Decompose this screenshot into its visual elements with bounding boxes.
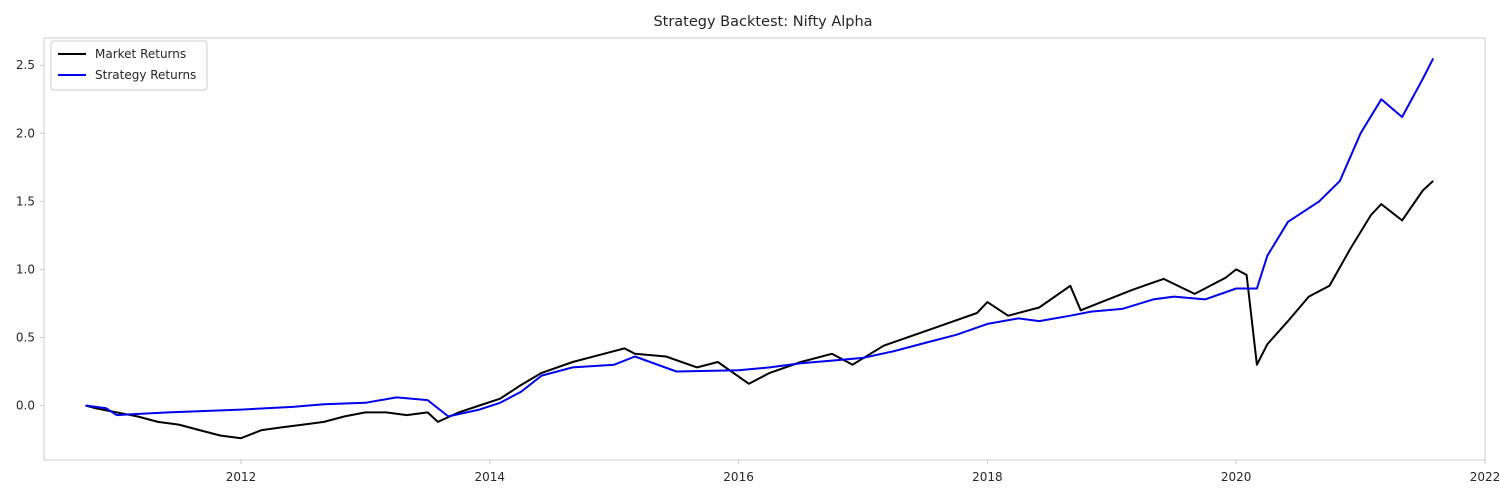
y-tick-label: 1.5 [16, 194, 35, 208]
x-tick-label: 2022 [1470, 470, 1500, 484]
x-tick-label: 2014 [475, 470, 506, 484]
legend-label-market: Market Returns [95, 47, 186, 61]
plot-frame [43, 37, 1486, 461]
x-tick-label: 2020 [1221, 470, 1252, 484]
legend-label-strategy: Strategy Returns [95, 68, 196, 82]
legend-box [50, 40, 208, 91]
y-tick-label: 0.0 [16, 399, 35, 413]
legend: Market Returns Strategy Returns [50, 40, 208, 91]
series-line-strategy-returns [85, 57, 1435, 418]
y-tick-label: 2.5 [16, 58, 35, 72]
series-line-market-returns [85, 180, 1434, 440]
x-tick-label: 2016 [723, 470, 754, 484]
x-tick-label: 2012 [226, 470, 257, 484]
chart-title: Strategy Backtest: Nifty Alpha [653, 14, 872, 30]
y-tick-label: 1.0 [16, 262, 35, 276]
y-tick-label: 2.0 [16, 126, 35, 140]
x-tick-label: 2018 [972, 470, 1003, 484]
y-tick-label: 0.5 [16, 330, 35, 344]
